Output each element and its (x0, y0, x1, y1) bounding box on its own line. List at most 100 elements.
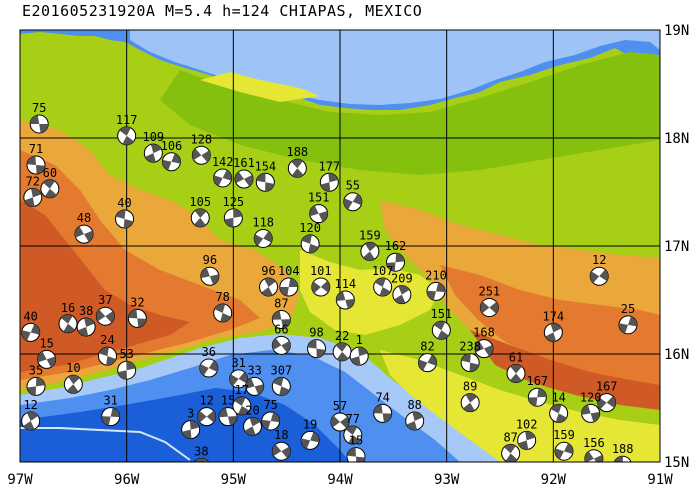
focal-mechanism-event[interactable]: 71 (26, 142, 46, 175)
beachball-quadrant (44, 188, 57, 198)
beachball-quadrant (123, 219, 134, 229)
focal-mechanism-event[interactable]: 12 (589, 253, 609, 286)
focal-mechanism-event[interactable]: 114 (334, 277, 356, 310)
focal-mechanism-event[interactable]: 117 (116, 113, 138, 146)
focal-mechanism-event[interactable]: 151 (308, 191, 330, 224)
focal-mechanism-event[interactable]: 101 (310, 264, 332, 297)
focal-mechanism-event[interactable]: 35 (26, 363, 46, 396)
focal-mechanism-event[interactable]: 15 (218, 394, 238, 427)
beachball-quadrant (233, 208, 243, 218)
focal-mechanism-event[interactable]: 102 (516, 417, 538, 450)
focal-mechanism-event[interactable]: 40 (115, 196, 135, 229)
focal-mechanism-event[interactable]: 72 (23, 174, 43, 207)
focal-mechanism-event[interactable]: 177 (318, 159, 340, 192)
focal-mechanism-event[interactable]: 168 (473, 326, 495, 359)
focal-mechanism-event[interactable]: 48 (74, 211, 94, 244)
focal-mechanism-event[interactable]: 88 (405, 398, 425, 431)
focal-mechanism-event[interactable]: 1 (349, 333, 369, 366)
focal-mechanism-event[interactable]: 106 (161, 139, 183, 172)
focal-mechanism-event[interactable]: 31 (229, 356, 249, 389)
focal-mechanism-event[interactable]: 16 (58, 301, 78, 334)
focal-mechanism-event[interactable]: 24 (97, 333, 117, 366)
focal-mechanism-event[interactable]: 109 (142, 130, 164, 163)
focal-mechanism-event[interactable]: 75 (29, 101, 49, 134)
focal-mechanism-event[interactable]: 36 (199, 345, 219, 378)
event-depth-label: 128 (190, 132, 212, 146)
focal-mechanism-event[interactable]: 98 (307, 326, 327, 359)
focal-mechanism-event[interactable]: 188 (612, 442, 634, 474)
focal-mechanism-event[interactable]: 167 (526, 374, 548, 407)
focal-mechanism-event[interactable]: 188 (286, 145, 308, 178)
focal-mechanism-event[interactable]: 55 (343, 179, 363, 212)
focal-mechanism-event[interactable]: 14 (549, 390, 569, 423)
beachball-quadrant (311, 281, 321, 294)
focal-mechanism-event[interactable]: 154 (254, 159, 276, 192)
focal-mechanism-event[interactable]: 161 (233, 156, 255, 189)
focal-mechanism-event[interactable]: 210 (425, 268, 447, 301)
focal-mechanism-event[interactable]: 87 (501, 430, 521, 462)
focal-mechanism-event[interactable]: 75 (261, 398, 281, 431)
focal-mechanism-event[interactable]: 19 (300, 417, 320, 450)
focal-mechanism-event[interactable]: 10 (63, 361, 83, 394)
focal-mechanism-event[interactable]: 142 (212, 155, 234, 188)
focal-mechanism-event[interactable]: 174 (542, 309, 564, 342)
focal-mechanism-event[interactable]: 38 (192, 444, 210, 476)
focal-mechanism-event[interactable]: 87 (271, 296, 291, 329)
focal-mechanism-event[interactable]: 37 (95, 293, 115, 326)
focal-mechanism-event[interactable]: 167 (596, 380, 618, 413)
focal-mechanism-event[interactable]: 128 (190, 132, 212, 165)
focal-mechanism-event[interactable]: 38 (76, 304, 96, 337)
focal-mechanism-event[interactable]: 118 (252, 215, 274, 248)
focal-mechanism-event[interactable]: 120 (299, 221, 321, 254)
focal-mechanism-event[interactable]: 25 (618, 302, 638, 335)
focal-mechanism-event[interactable]: 120 (580, 390, 602, 423)
focal-mechanism-event[interactable]: 40 (21, 309, 41, 342)
focal-mechanism-event[interactable]: 251 (478, 285, 500, 318)
longitude-label: 93W (434, 472, 460, 488)
focal-mechanism-event[interactable]: 78 (213, 290, 233, 323)
focal-mechanism-event[interactable]: 104 (278, 264, 300, 297)
focal-mechanism-event[interactable]: 159 (553, 428, 575, 461)
focal-mechanism-event[interactable]: 22 (332, 329, 352, 362)
focal-mechanism-event[interactable]: 33 (245, 363, 265, 396)
focal-mechanism-event[interactable]: 89 (460, 380, 480, 413)
map-title: E201605231920A M=5.4 h=124 CHIAPAS, MEXI… (22, 2, 423, 20)
focal-mechanism-event[interactable]: 307 (270, 363, 292, 396)
focal-mechanism-event[interactable]: 61 (506, 350, 526, 383)
beachball-quadrant (343, 198, 353, 210)
focal-mechanism-event[interactable]: 66 (271, 322, 291, 355)
focal-mechanism-event[interactable]: 32 (127, 295, 147, 328)
focal-mechanism-event[interactable]: 238 (459, 340, 481, 373)
focal-mechanism-event[interactable]: 18 (271, 428, 291, 461)
focal-mechanism-event[interactable]: 15 (37, 336, 57, 369)
focal-mechanism-event[interactable]: 20 (243, 403, 263, 436)
focal-mechanism-event[interactable]: 105 (189, 195, 211, 228)
focal-mechanism-event[interactable]: 15 (346, 434, 366, 466)
focal-mechanism-event[interactable]: 12 (21, 398, 41, 431)
focal-mechanism-event[interactable]: 3 (181, 407, 201, 440)
event-depth-label: 107 (372, 264, 394, 278)
focal-mechanism-event[interactable]: 12 (197, 394, 217, 427)
event-depth-label: 307 (270, 363, 292, 377)
focal-mechanism-event[interactable]: 159 (359, 228, 381, 261)
focal-mechanism-event[interactable]: 31 (101, 394, 121, 427)
focal-mechanism-event[interactable]: 209 (391, 272, 413, 305)
focal-mechanism-event[interactable]: 162 (385, 239, 407, 272)
focal-mechanism-event[interactable]: 53 (117, 347, 137, 380)
focal-mechanism-event[interactable]: 107 (372, 264, 394, 297)
focal-mechanism-event[interactable]: 151 (430, 307, 452, 340)
focal-mechanism-event[interactable]: 125 (222, 195, 244, 228)
beachball-quadrant (345, 426, 358, 435)
focal-mechanism-event[interactable]: 96 (200, 253, 220, 286)
beachball-quadrant (518, 440, 529, 450)
event-depth-label: 78 (215, 290, 229, 304)
focal-mechanism-event[interactable]: 17 (232, 383, 252, 416)
focal-mechanism-event[interactable]: 156 (583, 436, 605, 468)
focal-mechanism-event[interactable]: 77 (343, 412, 363, 445)
focal-mechanism-event[interactable]: 96 (259, 264, 279, 297)
focal-mechanism-event[interactable]: 82 (417, 340, 437, 373)
focal-mechanism-event[interactable]: 74 (373, 390, 393, 423)
beachball-quadrant (150, 144, 162, 154)
focal-mechanism-event[interactable]: 57 (330, 399, 350, 432)
focal-mechanism-event[interactable]: 60 (40, 166, 60, 199)
